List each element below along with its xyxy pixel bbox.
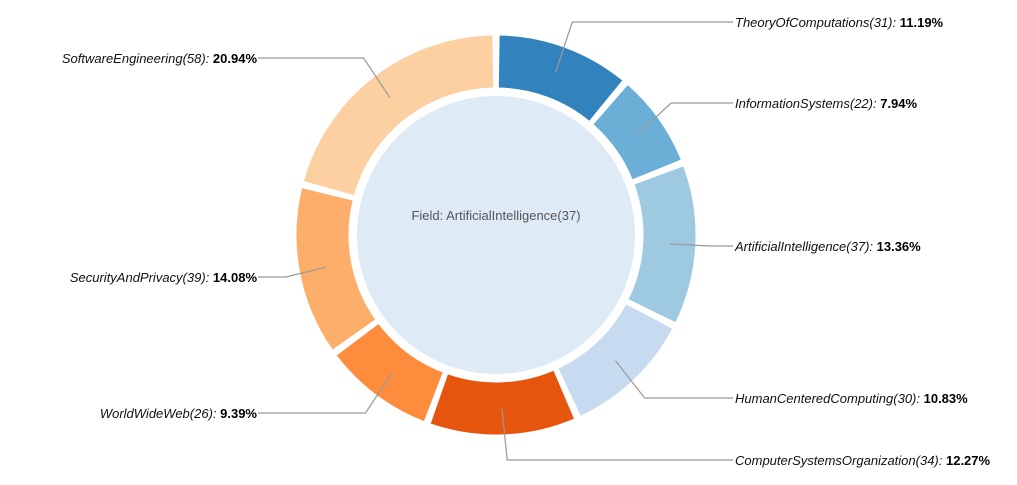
slices-group — [295, 34, 697, 436]
slice-SecurityAndPrivacy[interactable] — [295, 186, 377, 351]
label-name-WorldWideWeb: WorldWideWeb(26): — [100, 406, 220, 421]
label-name-ComputerSystemsOrganization: ComputerSystemsOrganization(34): — [735, 453, 946, 468]
label-name-InformationSystems: InformationSystems(22): — [735, 96, 880, 111]
label-SecurityAndPrivacy: SecurityAndPrivacy(39): 14.08% — [70, 270, 258, 285]
leader-line-TheoryOfComputations — [555, 21, 733, 73]
label-percent-InformationSystems: 7.94% — [880, 96, 917, 111]
leader-line-InformationSystems — [636, 102, 733, 135]
label-percent-HumanCenteredComputing: 10.83% — [924, 391, 969, 406]
slice-TheoryOfComputations[interactable] — [497, 34, 624, 123]
slice-ArtificialIntelligence[interactable] — [627, 165, 697, 324]
leader-lines-group — [258, 21, 733, 461]
slice-WorldWideWeb[interactable] — [335, 322, 444, 423]
label-InformationSystems: InformationSystems(22): 7.94% — [735, 96, 918, 111]
label-name-HumanCenteredComputing: HumanCenteredComputing(30): — [735, 391, 924, 406]
label-percent-SoftwareEngineering: 20.94% — [213, 51, 258, 66]
leader-line-WorldWideWeb — [258, 373, 393, 414]
label-name-ArtificialIntelligence: ArtificialIntelligence(37): — [734, 239, 877, 254]
label-TheoryOfComputations: TheoryOfComputations(31): 11.19% — [735, 15, 944, 30]
label-SoftwareEngineering: SoftwareEngineering(58): 20.94% — [62, 51, 258, 66]
labels-group: TheoryOfComputations(31): 11.19% Informat… — [62, 15, 991, 468]
slice-HumanCenteredComputing[interactable] — [557, 303, 674, 418]
label-name-SoftwareEngineering: SoftwareEngineering(58): — [62, 51, 213, 66]
label-percent-TheoryOfComputations: 11.19% — [900, 15, 944, 30]
label-percent-ComputerSystemsOrganization: 12.27% — [946, 453, 991, 468]
center-label: Field: ArtificialIntelligence(37) — [411, 208, 580, 223]
label-percent-ArtificialIntelligence: 13.36% — [877, 239, 922, 254]
label-percent-SecurityAndPrivacy: 14.08% — [213, 270, 258, 285]
label-name-SecurityAndPrivacy: SecurityAndPrivacy(39): — [70, 270, 213, 285]
slice-ComputerSystemsOrganization[interactable] — [429, 369, 576, 436]
slice-SoftwareEngineering[interactable] — [302, 34, 495, 197]
label-name-TheoryOfComputations: TheoryOfComputations(31): — [735, 15, 900, 30]
label-WorldWideWeb: WorldWideWeb(26): 9.39% — [100, 406, 258, 421]
center-disc — [357, 96, 635, 374]
leader-line-HumanCenteredComputing — [615, 360, 733, 399]
slice-InformationSystems[interactable] — [592, 83, 683, 181]
leader-line-SecurityAndPrivacy — [258, 266, 326, 278]
label-ArtificialIntelligence: ArtificialIntelligence(37): 13.36% — [734, 239, 921, 254]
leader-line-ArtificialIntelligence — [669, 243, 733, 247]
label-percent-WorldWideWeb: 9.39% — [220, 406, 257, 421]
label-ComputerSystemsOrganization: ComputerSystemsOrganization(34): 12.27% — [735, 453, 991, 468]
leader-line-ComputerSystemsOrganization — [501, 408, 733, 461]
leader-line-SoftwareEngineering — [258, 57, 391, 99]
label-HumanCenteredComputing: HumanCenteredComputing(30): 10.83% — [735, 391, 968, 406]
